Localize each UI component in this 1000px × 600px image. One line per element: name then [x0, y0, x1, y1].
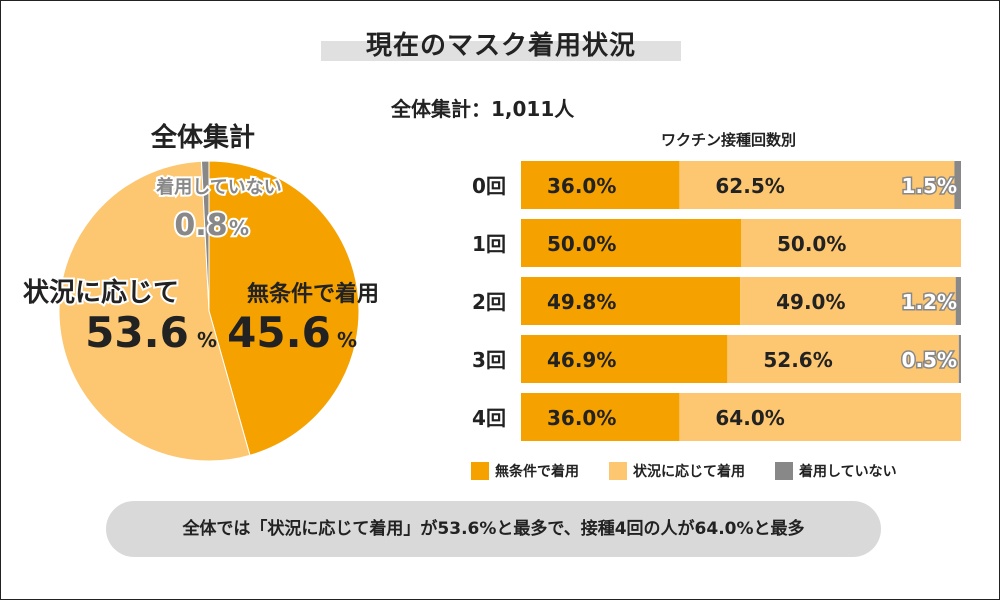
pie-slice-depending — [58, 160, 251, 462]
pie-slice-unconditional — [208, 160, 360, 456]
bar-segment-unconditional — [521, 277, 741, 325]
category-label: 3回 — [472, 348, 506, 372]
category-label: 4回 — [472, 406, 506, 430]
bar-label-unconditional: 50.0% — [547, 232, 616, 256]
total-respondents: 全体集計：1,011人 — [391, 97, 575, 121]
pie-label-unconditional-name: 無条件で着用 — [247, 281, 379, 307]
legend-label-not-wearing: 着用していない — [799, 464, 897, 480]
bar-segment-depending — [679, 393, 961, 441]
pie-label-depending-value: 53.6 — [85, 308, 189, 357]
bar-label-not-wearing: 1.2% — [902, 290, 957, 314]
legend-swatch-not-wearing — [775, 462, 793, 480]
pie-title: 全体集計 — [151, 123, 256, 153]
bar-segment-depending — [727, 335, 959, 383]
bar-label-not-wearing: 0.5% — [902, 348, 957, 372]
bar-label-depending: 49.0% — [776, 290, 845, 314]
pie-label-not-wearing-name: 着用していない — [155, 176, 281, 198]
pie-label-depending-unit: % — [197, 328, 217, 352]
bar-label-depending: 50.0% — [777, 232, 846, 256]
bar-label-unconditional: 36.0% — [547, 174, 616, 198]
summary-banner: 全体では「状況に応じて着用」が53.6%と最多で、接種4回の人が64.0%と最多 — [106, 501, 881, 557]
title-underline — [321, 41, 681, 61]
pie-label-not-wearing-unit: % — [229, 216, 249, 240]
pie-label-unconditional-unit: % — [337, 328, 357, 352]
bar-label-depending: 64.0% — [715, 406, 784, 430]
pie-slice-not-wearing — [200, 160, 210, 312]
legend-label-depending: 状況に応じて着用 — [633, 464, 745, 480]
pie-label-depending-name: 状況に応じて — [23, 277, 179, 308]
bar-segment-unconditional — [521, 219, 741, 267]
category-label: 0回 — [472, 174, 506, 198]
legend-item-depending: 状況に応じて着用 — [609, 461, 745, 481]
bar-label-not-wearing: 1.5% — [902, 174, 957, 198]
pie-label-unconditional-value: 45.6 — [227, 308, 331, 357]
bar-segment-depending — [741, 219, 961, 267]
stacked-bar-chart: 0回 36.0% 62.5% 1.5% 1回 50.0% 50.0% 2回 49.8% 49.0%… — [472, 161, 961, 441]
bar-label-unconditional: 36.0% — [547, 406, 616, 430]
category-label: 1回 — [472, 232, 506, 256]
legend-swatch-depending — [609, 462, 627, 480]
page-title: 現在のマスク着用状況 — [365, 31, 636, 61]
bar-segment-not-wearing — [954, 161, 961, 209]
bar-segment-unconditional — [521, 393, 680, 441]
bar-chart-title: ワクチン接種回数別 — [661, 131, 797, 149]
title-block: 現在のマスク着用状況 — [321, 25, 681, 61]
bar-segment-unconditional — [521, 161, 680, 209]
bar-label-unconditional: 46.9% — [547, 348, 616, 372]
bar-segment-depending — [679, 161, 955, 209]
legend-item-unconditional: 無条件で着用 — [471, 461, 579, 481]
bar-label-unconditional: 49.8% — [547, 290, 616, 314]
pie-label-not-wearing-value: 0.8 — [174, 208, 227, 243]
category-label: 2回 — [472, 290, 506, 314]
bar-segment-not-wearing — [958, 335, 961, 383]
bar-label-depending: 52.6% — [763, 348, 832, 372]
legend-item-not-wearing: 着用していない — [775, 461, 897, 481]
bar-legend: 無条件で着用 状況に応じて着用 着用していない — [471, 461, 897, 481]
legend-swatch-unconditional — [471, 462, 489, 480]
bar-segment-not-wearing — [955, 277, 961, 325]
bar-segment-unconditional — [521, 335, 728, 383]
bar-segment-depending — [740, 277, 956, 325]
legend-label-unconditional: 無条件で着用 — [495, 464, 579, 480]
bar-label-depending: 62.5% — [715, 174, 784, 198]
